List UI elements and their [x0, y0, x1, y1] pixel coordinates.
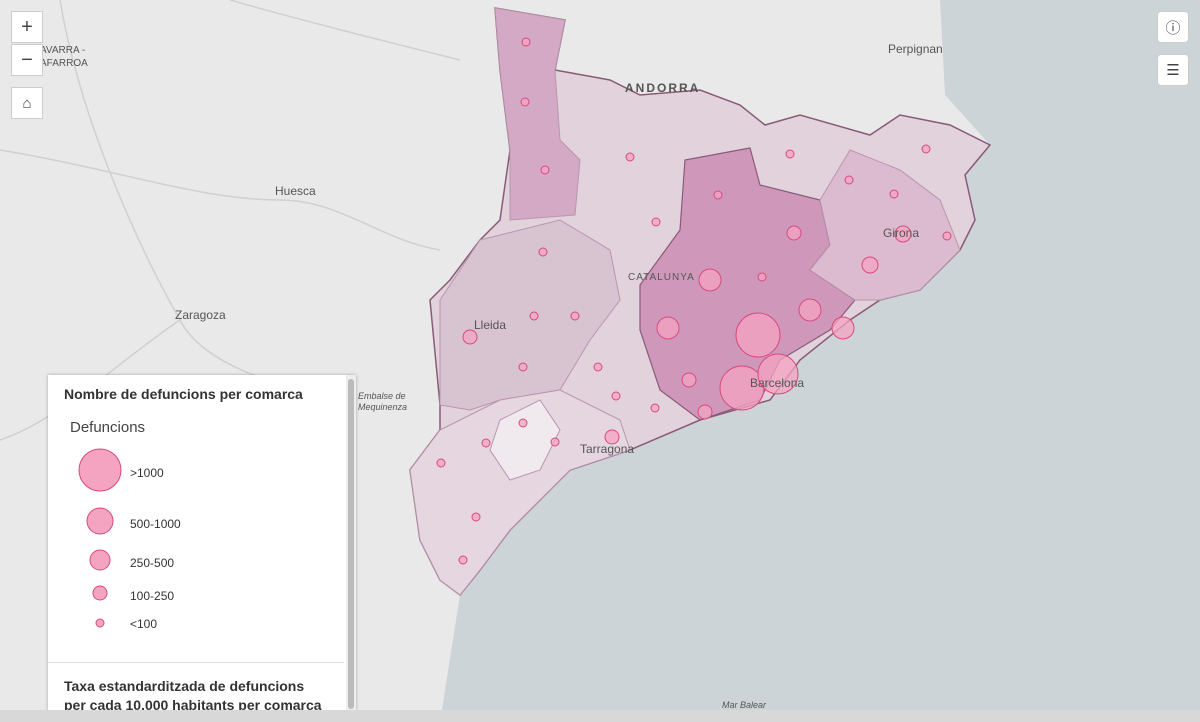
scrollbar[interactable]: [346, 375, 356, 715]
legend-title: Nombre de defuncions per comarca: [64, 386, 303, 402]
divider: [48, 662, 344, 663]
home[interactable]: ⌂: [11, 87, 43, 119]
legend: Nombre de defuncions per comarca Defunci…: [48, 375, 356, 715]
legend-symbols: [78, 448, 122, 628]
place-label: Mequinenza: [358, 402, 407, 412]
place-label: Tarragona: [580, 442, 634, 456]
legend-class: <100: [130, 617, 158, 631]
info[interactable]: ⓘ: [1157, 11, 1189, 43]
region-girona: [809, 149, 961, 301]
legend-field: Defuncions: [70, 419, 146, 436]
sea: [440, 0, 1200, 722]
place-label: Mar Balear: [722, 700, 767, 710]
legend-class: 100-250: [130, 589, 175, 603]
region-north-west: [494, 7, 581, 221]
taskbar: [0, 710, 1200, 722]
legend-class: 250-500: [130, 556, 175, 570]
legend-title: Taxa estandarditzada de defuncions per c…: [64, 678, 322, 713]
legend-class: 500-1000: [130, 517, 181, 531]
place-label: Huesca: [275, 184, 316, 198]
place-label: Barcelona: [750, 376, 804, 390]
layers[interactable]: ☰: [1157, 54, 1189, 86]
region-south: [409, 389, 631, 596]
place-label: ANDORRA: [625, 81, 700, 95]
place-label: AFARROA: [40, 58, 88, 69]
place-label: Perpignan: [888, 42, 943, 56]
zoom-out[interactable]: −: [11, 44, 43, 76]
death-bubbles: [436, 37, 952, 565]
place-label: Girona: [883, 226, 919, 240]
place-label: Zaragoza: [175, 308, 226, 322]
place-label: Embalse de: [358, 391, 406, 401]
legend-class: >1000: [130, 466, 164, 480]
zoom-in[interactable]: +: [11, 11, 43, 43]
place-label: Lleida: [474, 318, 506, 332]
place-label: AVARRA -: [40, 45, 85, 56]
region-light: [489, 399, 561, 481]
place-label: CATALUNYA: [628, 272, 695, 283]
